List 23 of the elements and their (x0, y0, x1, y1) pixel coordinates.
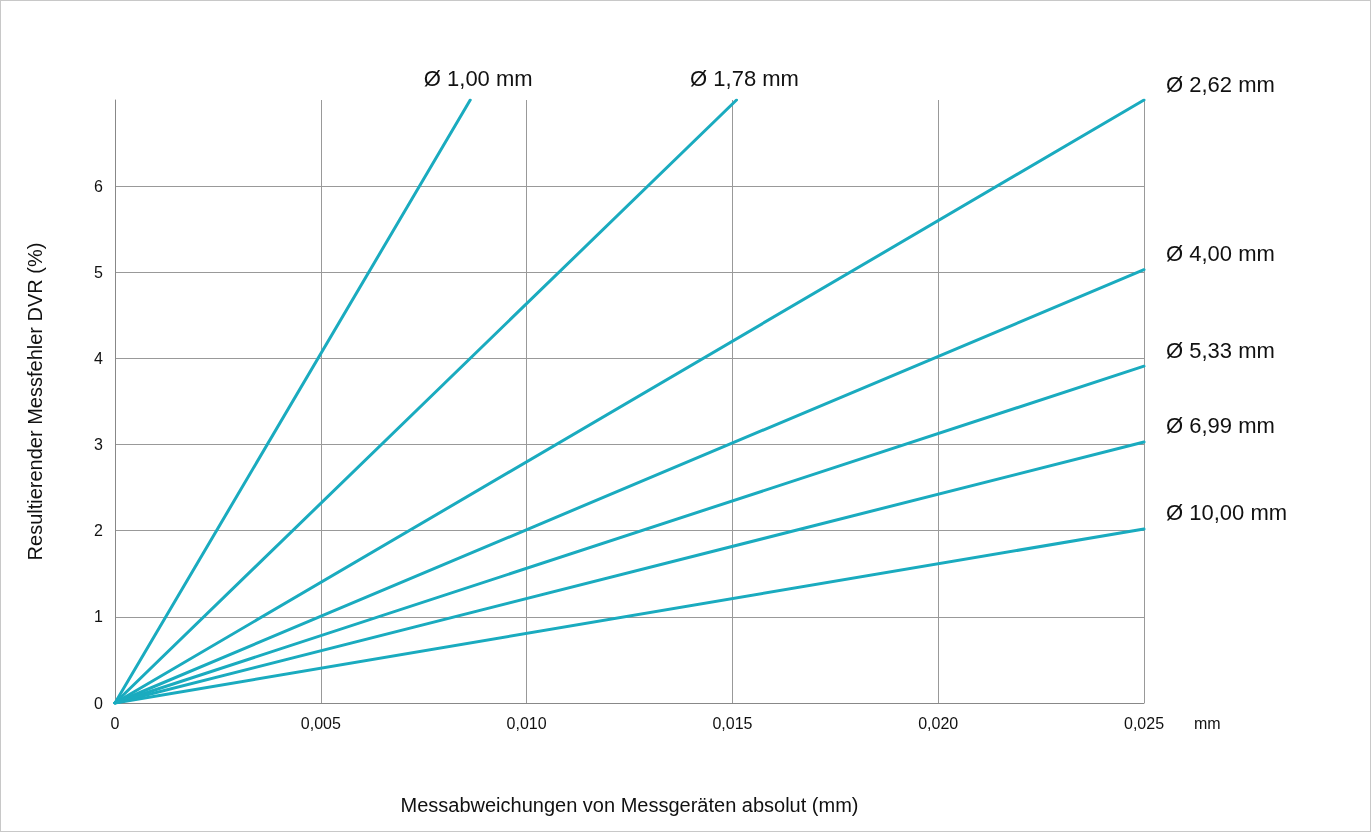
y-tick-label: 6 (94, 177, 104, 195)
series-label: Ø 1,78 mm (690, 65, 799, 91)
y-tick-label: 2 (94, 522, 104, 540)
series-label: Ø 10,00 mm (1166, 500, 1288, 526)
series-label: Ø 5,33 mm (1166, 337, 1275, 363)
x-tick-label: 0,015 (712, 714, 753, 732)
x-tick-label: 0,020 (918, 714, 959, 732)
series-label: Ø 2,62 mm (1166, 71, 1275, 97)
x-tick-label: 0 (110, 714, 120, 732)
y-tick-label: 1 (94, 608, 104, 626)
x-tick-label: 0,025 (1123, 714, 1165, 732)
series-label: Ø 1,00 mm (423, 65, 533, 91)
text: mm (1194, 714, 1221, 732)
y-tick-label: 5 (94, 263, 104, 281)
x-tick-label: 0,010 (506, 714, 547, 732)
y-axis-title: Resultierender Messfehler DVR (%) (24, 242, 46, 561)
x-axis-title: Messabweichungen von Messgeräten absolut (mm) (400, 794, 859, 816)
series-label: Ø 6,99 mm (1166, 413, 1275, 439)
y-tick-label: 0 (94, 694, 104, 712)
y-tick-label: 3 (94, 436, 104, 454)
series-label: Ø 4,00 mm (1166, 241, 1275, 267)
y-tick-label: 4 (94, 349, 104, 367)
x-tick-label: 0,005 (300, 714, 341, 732)
